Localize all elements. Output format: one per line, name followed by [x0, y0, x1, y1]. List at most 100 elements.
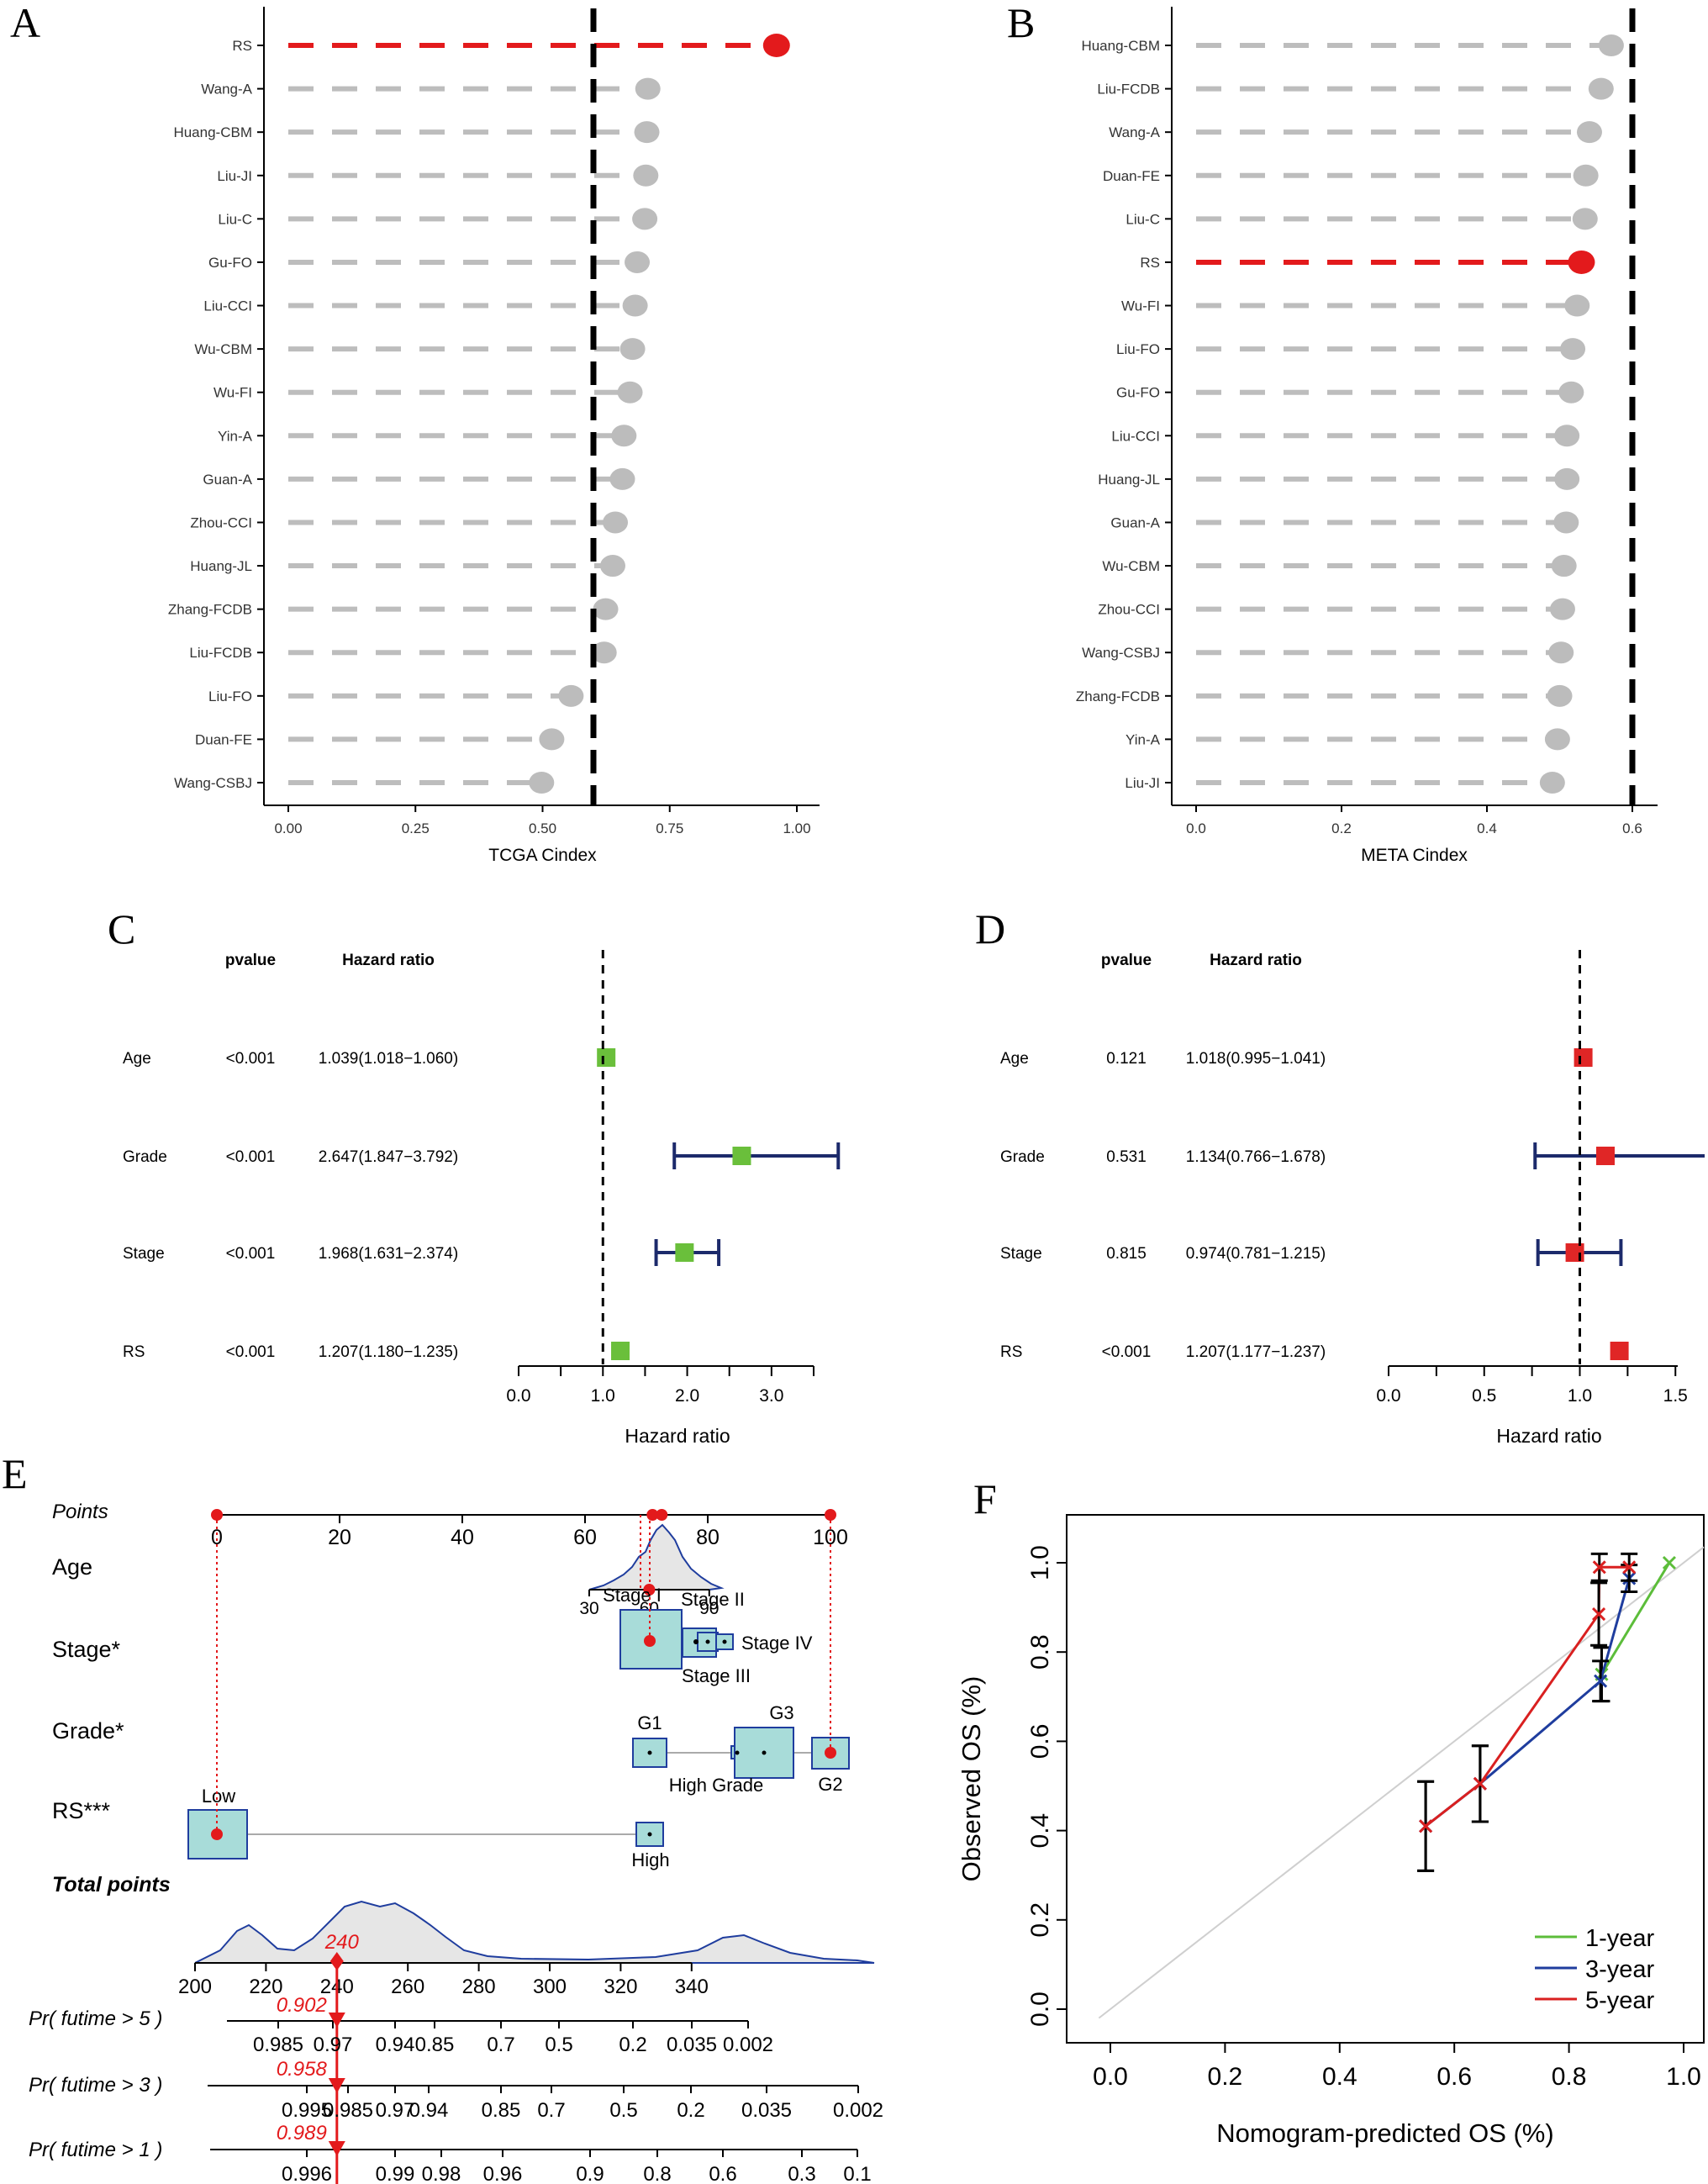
prob-selected-marker [328, 2078, 345, 2093]
grade-level-label: G1 [637, 1712, 662, 1733]
lollipop-point [1554, 425, 1580, 447]
x-tick-label: 3.0 [759, 1386, 783, 1406]
category-label: Liu-FO [1116, 341, 1160, 357]
y-tick-label: 0.0 [1026, 1991, 1054, 2027]
x-tick-label: 0.0 [1093, 2063, 1128, 2091]
category-label: Yin-A [218, 428, 253, 444]
category-label: Wang-CSBJ [174, 775, 252, 791]
x-tick-label: 1.5 [1663, 1386, 1688, 1406]
row-label: RS [1000, 1343, 1022, 1361]
x-axis-title: Hazard ratio [1496, 1425, 1601, 1447]
lollipop-point [633, 164, 659, 187]
category-label: Wu-FI [214, 385, 252, 401]
x-tick-label: 2.0 [675, 1386, 699, 1406]
row-label: Stage [123, 1245, 165, 1263]
category-label: Guan-A [203, 472, 252, 488]
category-label: Huang-JL [190, 558, 252, 574]
category-label: Gu-FO [1116, 385, 1160, 401]
total-points-density [194, 1900, 875, 1964]
variable-label: Age [52, 1554, 92, 1580]
category-label: Liu-C [218, 211, 252, 227]
stage-level-label: Stage IV [741, 1633, 813, 1654]
pvalue-header: pvalue [225, 952, 276, 969]
prob-tick-label: 0.7 [487, 2034, 514, 2056]
points-tick-label: 80 [696, 1526, 720, 1549]
x-tick-label: 0.8 [1552, 2063, 1587, 2091]
hr-square [1595, 1147, 1615, 1165]
lollipop-point [1551, 555, 1577, 578]
points-tick-label: 20 [328, 1526, 351, 1549]
prob-tick-label: 0.035 [741, 2099, 792, 2122]
x-tick-label: 0.0 [1186, 820, 1206, 836]
high-grade-dot [735, 1750, 740, 1755]
lollipop-point [591, 641, 617, 664]
series-point [1592, 1607, 1606, 1622]
variable-label: Stage* [52, 1637, 121, 1662]
series-line [1600, 1562, 1671, 1675]
prob-tick-label: 0.5 [545, 2034, 572, 2056]
category-label: Liu-C [1125, 211, 1160, 227]
hr-square [1565, 1243, 1584, 1262]
prob-tick-label: 0.8 [643, 2163, 671, 2184]
rs-level-label: High [631, 1849, 669, 1870]
lollipop-point [1560, 338, 1586, 361]
category-label: Wang-A [1109, 124, 1160, 140]
rs-high-dot [647, 1832, 652, 1837]
category-label: Wang-A [201, 82, 252, 98]
x-axis-title: Hazard ratio [625, 1425, 730, 1447]
y-tick-label: 0.6 [1026, 1724, 1054, 1759]
lollipop-point [635, 77, 661, 100]
prob-tick-label: 0.7 [537, 2099, 565, 2122]
lollipop-point [611, 425, 637, 447]
highlight-point [762, 34, 790, 57]
category-label: Wu-CBM [194, 341, 252, 357]
lollipop-point [599, 555, 625, 578]
prob-tick-label: 0.2 [677, 2099, 704, 2122]
lollipop-point [558, 684, 584, 707]
prob-value: 0.902 [277, 1994, 327, 2017]
g3-dot [762, 1750, 767, 1755]
series-point [1622, 1560, 1637, 1575]
highlight-point [1568, 250, 1595, 274]
lollipop-point [609, 467, 635, 490]
lollipop-point [593, 598, 619, 620]
lollipop-point [1554, 467, 1580, 490]
prob-tick-label: 0.9 [576, 2163, 604, 2184]
age-tick-label: 90 [699, 1599, 719, 1618]
prob-tick-label: 0.94 [409, 2099, 449, 2122]
hr-square [732, 1147, 751, 1165]
lollipop-point [1553, 511, 1579, 534]
panel-a: A 0.00 0.25 0.50 0.75 1.00 TCGA Cindex RS Wang-A… [10, 0, 820, 865]
category-label: Wu-FI [1121, 298, 1160, 314]
row-pvalue: <0.001 [226, 1245, 276, 1263]
prob-value: 0.958 [277, 2058, 328, 2081]
prob-tick-label: 0.96 [483, 2163, 523, 2184]
series-point [1594, 1674, 1608, 1688]
y-tick-label: 0.8 [1026, 1634, 1054, 1670]
rs-level-label: Low [202, 1786, 235, 1807]
total-points-label: Total points [52, 1873, 171, 1896]
category-label: Liu-FO [208, 688, 252, 704]
x-axis-title: Nomogram-predicted OS (%) [1216, 2118, 1553, 2148]
prob-row-label: Pr( futime > 3 ) [29, 2074, 162, 2097]
category-label: Zhou-CCI [190, 514, 252, 530]
plot-frame [1066, 1514, 1705, 2044]
lollipop-point [1564, 294, 1590, 317]
x-tick-label: 0.5 [1472, 1386, 1496, 1406]
prob-tick-label: 0.002 [723, 2034, 773, 2056]
category-label: Liu-JI [1125, 775, 1160, 791]
lollipop-point [539, 728, 565, 751]
hr-header: Hazard ratio [1210, 952, 1302, 969]
prob-tick-label: 0.97 [314, 2034, 353, 2056]
x-tick-label: 0.4 [1477, 820, 1497, 836]
x-tick-label: 0.2 [1208, 2063, 1243, 2091]
y-tick-label: 0.2 [1026, 1902, 1054, 1938]
total-selected-marker [329, 1952, 344, 1970]
prob-tick-label: 0.1 [843, 2163, 871, 2184]
x-tick-label: 0.50 [529, 820, 556, 836]
x-tick-label: 0.4 [1322, 2063, 1357, 2091]
lollipop-point [1572, 208, 1598, 230]
series-point [1662, 1555, 1677, 1570]
row-hr-text: 1.018(0.995−1.041) [1186, 1050, 1326, 1068]
